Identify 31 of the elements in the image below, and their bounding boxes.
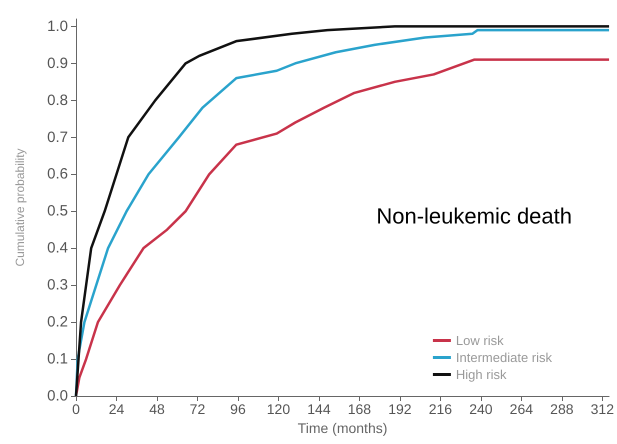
x-tick-label: 312 <box>590 401 614 417</box>
x-tick-label: 96 <box>230 401 246 417</box>
legend-label: Intermediate risk <box>456 350 552 365</box>
y-tick-label: 0.7 <box>47 128 68 146</box>
x-tick-label: 72 <box>190 401 206 417</box>
x-tick-label: 288 <box>550 401 574 417</box>
y-tick-label: 0.1 <box>47 350 68 368</box>
y-tick-label: 0.4 <box>47 240 68 257</box>
x-tick-label: 264 <box>510 401 534 417</box>
y-tick-label: 0.3 <box>47 276 68 294</box>
y-tick-label: 0.8 <box>47 92 68 109</box>
annotation: Non-leukemic death <box>376 204 572 228</box>
legend-label: Low risk <box>456 333 504 348</box>
x-tick-label: 144 <box>307 401 331 417</box>
legend-label: High risk <box>456 367 507 382</box>
x-tick-label: 168 <box>348 401 372 417</box>
x-axis-title: Time (months) <box>298 420 388 436</box>
y-tick-label: 0.6 <box>47 166 68 183</box>
y-tick-label: 0.9 <box>47 54 68 72</box>
y-axis-title: Cumulative probability <box>13 148 27 267</box>
x-tick-label: 0 <box>72 401 80 417</box>
x-tick-label: 120 <box>266 401 290 417</box>
x-tick-label: 192 <box>388 401 412 417</box>
x-tick-label: 240 <box>469 401 493 417</box>
y-tick-label: 1.0 <box>47 18 68 35</box>
x-tick-label: 216 <box>428 401 452 417</box>
x-tick-label: 48 <box>149 401 165 417</box>
y-tick-label: 0.0 <box>47 388 68 404</box>
y-tick-label: 0.2 <box>47 314 68 331</box>
x-tick-label: 24 <box>108 401 124 417</box>
y-tick-label: 0.5 <box>47 202 68 220</box>
